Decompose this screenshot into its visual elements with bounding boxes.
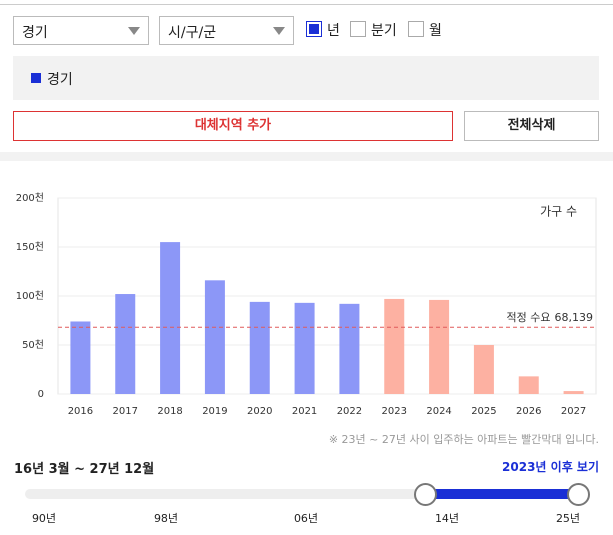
x-tick-label: 2016 xyxy=(68,406,93,417)
bar xyxy=(563,391,584,394)
y-tick-label: 100천 xyxy=(16,290,44,302)
x-tick-label: 2024 xyxy=(426,406,451,417)
district-select[interactable]: 시/구/군 xyxy=(159,16,294,45)
range-text: 16년 3월 ~ 27년 12월 xyxy=(14,462,155,477)
slider-track xyxy=(25,489,585,499)
x-tick-label: 2019 xyxy=(202,406,227,417)
x-tick-label: 2017 xyxy=(113,406,138,417)
x-tick-label: 2025 xyxy=(471,406,496,417)
slider-handle[interactable] xyxy=(414,483,437,506)
slider-label: 14년 xyxy=(434,512,460,525)
x-tick-label: 2020 xyxy=(247,406,272,417)
x-tick-label: 2023 xyxy=(382,406,407,417)
bar xyxy=(70,321,91,394)
slider-range xyxy=(425,489,578,499)
slider-handle[interactable] xyxy=(567,483,590,506)
y-tick-label: 0 xyxy=(38,389,44,400)
bar xyxy=(518,376,539,394)
bar xyxy=(115,294,136,394)
slider-label: 25년 xyxy=(555,512,581,525)
y-tick-label: 50천 xyxy=(22,339,44,351)
clear-button[interactable]: 전체삭제 xyxy=(464,111,599,141)
bar xyxy=(160,242,181,394)
x-tick-label: 2021 xyxy=(292,406,317,417)
bar xyxy=(249,301,270,394)
selected-text: 경기 xyxy=(47,72,73,88)
reference-text: 68,139 xyxy=(555,311,594,324)
chart-note: ※ 23년 ~ 27년 사이 입주하는 아파트는 빨간막대 입니다. xyxy=(328,433,599,446)
add-button[interactable]: 대체지역 추가 xyxy=(13,111,453,141)
x-tick-label: 2018 xyxy=(157,406,182,417)
reference-label: 적정 수요 68,139 xyxy=(507,311,593,324)
period-label: 월 xyxy=(429,23,442,39)
slider-label: 98년 xyxy=(153,512,179,525)
period-checkbox[interactable] xyxy=(350,21,366,37)
bar xyxy=(384,298,405,394)
separator xyxy=(0,152,613,161)
x-tick-label: 2022 xyxy=(337,406,362,417)
range-link[interactable]: 2023년 이후 보기 xyxy=(502,460,599,474)
selected-box: 경기 xyxy=(13,56,599,100)
bar xyxy=(339,303,360,394)
bar xyxy=(294,302,315,394)
period-label: 분기 xyxy=(371,23,397,39)
top-border xyxy=(0,4,613,5)
slider-label: 06년 xyxy=(293,512,319,525)
x-tick-label: 2027 xyxy=(561,406,586,417)
bar xyxy=(473,345,494,394)
y-tick-label: 150천 xyxy=(16,241,44,253)
bar xyxy=(204,280,225,394)
bar xyxy=(429,299,450,394)
reference-text: 적정 수요 xyxy=(507,311,551,324)
region-text: 경기 xyxy=(22,25,48,41)
period-label: 년 xyxy=(327,23,340,39)
slider-label: 90년 xyxy=(31,512,57,525)
district-text: 시/구/군 xyxy=(168,25,217,41)
y-tick-label: 200천 xyxy=(16,192,44,204)
period-checkbox[interactable] xyxy=(408,21,424,37)
selected-swatch xyxy=(31,73,41,83)
region-select[interactable]: 경기 xyxy=(13,16,149,45)
period-checkbox[interactable] xyxy=(306,21,322,37)
legend-label: 가구 수 xyxy=(540,205,577,219)
x-tick-label: 2026 xyxy=(516,406,541,417)
